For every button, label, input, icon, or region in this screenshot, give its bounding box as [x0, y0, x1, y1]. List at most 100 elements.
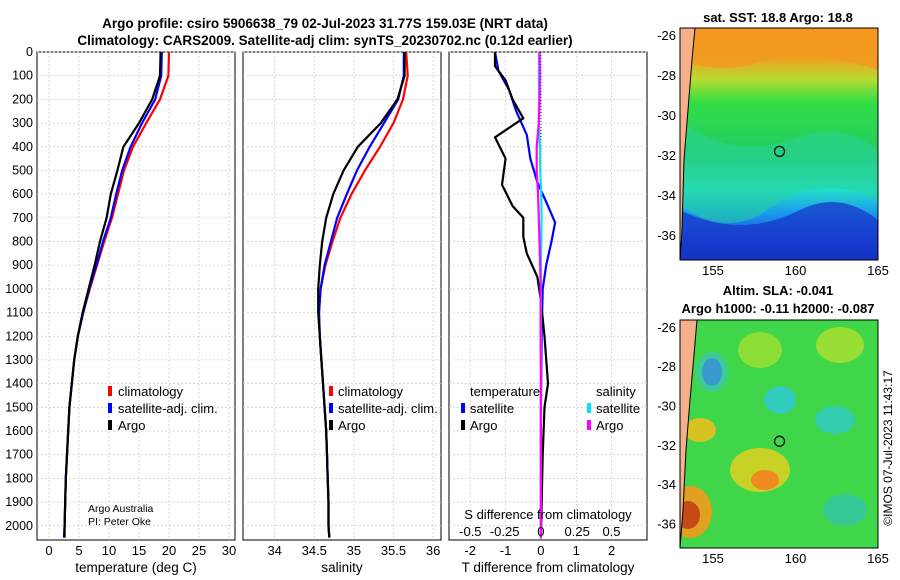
legend-swatch-t-argo — [461, 420, 465, 430]
map-x-tick-label: 155 — [702, 263, 724, 278]
y-tick-label: 1800 — [5, 471, 33, 485]
sst-map-panel: sat. SST: 18.8 Argo: 18.8 — [679, 10, 879, 261]
map-y-tick-label: -26 — [657, 28, 676, 43]
s-tick-label: -0.5 — [459, 524, 481, 539]
map-x-tick-label: 165 — [867, 551, 889, 566]
map-x-tick-label: 160 — [785, 263, 807, 278]
y-tick-label: 800 — [12, 235, 33, 249]
y-tick-label: 700 — [12, 211, 33, 225]
y-tick-label: 1500 — [5, 400, 33, 414]
x-axis-label: salinity — [321, 560, 363, 575]
legend-title-temperature: temperature — [470, 384, 540, 399]
x-axis-label: T difference from climatology — [462, 560, 635, 575]
x-tick-label: 1 — [573, 543, 580, 558]
y-tick-label: 1700 — [5, 448, 33, 462]
legend-label-s-satellite: satellite — [596, 401, 640, 416]
y-tick-label: 400 — [12, 140, 33, 154]
legend-swatch-argo — [329, 420, 333, 430]
y-tick-label: 1600 — [5, 424, 33, 438]
map-y-tick-label: -32 — [657, 438, 676, 453]
figure-title-line2: Climatology: CARS2009. Satellite-adj cli… — [77, 33, 573, 48]
y-tick-label: 1100 — [6, 306, 33, 320]
y-tick-label: 1900 — [5, 495, 33, 509]
x-tick-label: 10 — [102, 543, 116, 558]
x-axis-label: temperature (deg C) — [75, 560, 197, 575]
map-y-tick-label: -36 — [657, 228, 676, 243]
s-difference-label: S difference from climatology — [464, 507, 632, 522]
y-tick-label: 0 — [26, 45, 33, 59]
s-tick-label: 0 — [537, 524, 544, 539]
y-tick-label: 1300 — [5, 353, 33, 367]
series-line-argo — [63, 51, 162, 538]
x-tick-label: 0 — [537, 543, 544, 558]
map-y-tick-label: -28 — [657, 68, 676, 83]
map-y-tick-label: -30 — [657, 108, 676, 123]
x-tick-label: 36 — [426, 543, 440, 558]
x-tick-label: 2 — [608, 543, 615, 558]
salinity-legend: climatology satellite-adj. clim. Argo — [329, 384, 438, 433]
x-tick-label: -2 — [464, 543, 476, 558]
y-tick-label: 2000 — [5, 519, 33, 533]
y-tick-label: 1000 — [5, 282, 33, 296]
land-sst — [680, 28, 695, 260]
map-y-tick-label: -36 — [657, 516, 676, 531]
sla-map-title1: Altim. SLA: -0.041 — [723, 283, 834, 298]
y-tick-label: 1400 — [5, 377, 33, 391]
x-tick-label: 34.5 — [302, 543, 327, 558]
y-tick-label: 200 — [12, 92, 33, 106]
map-x-tick-label: 160 — [785, 551, 807, 566]
map-y-tick-label: -34 — [657, 477, 676, 492]
legend-label-climatology: climatology — [118, 384, 184, 399]
x-tick-label: 15 — [132, 543, 146, 558]
legend-swatch-s-argo — [587, 420, 591, 430]
s-tick-label: 0.5 — [602, 524, 620, 539]
legend-label-satellite: satellite-adj. clim. — [338, 401, 438, 416]
land-sla — [680, 320, 697, 548]
map-y-tick-label: -26 — [657, 320, 676, 335]
legend-label-climatology: climatology — [338, 384, 404, 399]
legend-label-argo: Argo — [338, 418, 365, 433]
annotation-line1: Argo Australia — [88, 503, 154, 515]
y-tick-label: 900 — [12, 258, 33, 272]
map-x-tick-label: 155 — [702, 551, 724, 566]
x-tick-label: 0 — [45, 543, 52, 558]
legend-swatch-satellite — [329, 403, 333, 413]
map-y-tick-label: -32 — [657, 148, 676, 163]
legend-label-t-satellite: satellite — [470, 401, 514, 416]
x-tick-label: 25 — [192, 543, 206, 558]
map-y-tick-label: -28 — [657, 359, 676, 374]
series-line-temperature-argo — [493, 52, 550, 538]
legend-swatch-argo — [108, 420, 112, 430]
argo-position-marker — [773, 435, 786, 447]
y-tick-label: 1200 — [5, 329, 33, 343]
sla-map-panel: Altim. SLA: -0.041 Argo h1000: -0.11 h20… — [679, 283, 879, 549]
credit-text: ©IMOS 07-Jul-2023 11:43:17 — [881, 370, 895, 526]
series-line-salinity-argo — [535, 51, 542, 538]
legend-swatch-climatology — [108, 386, 112, 396]
legend-label-t-argo: Argo — [470, 418, 497, 433]
series-line-argo — [317, 52, 406, 538]
annotation-line2: PI: Peter Oke — [88, 516, 151, 528]
map-x-tick-label: 165 — [867, 263, 889, 278]
x-tick-label: 34 — [267, 543, 281, 558]
y-tick-label: 500 — [12, 163, 33, 177]
temperature-legend: climatology satellite-adj. clim. Argo — [108, 384, 218, 433]
x-tick-label: 20 — [162, 543, 176, 558]
y-tick-label: 600 — [12, 187, 33, 201]
map-y-tick-label: -34 — [657, 188, 676, 203]
legend-swatch-s-satellite — [587, 403, 591, 413]
legend-title-salinity: salinity — [596, 384, 636, 399]
salinity-panel — [242, 51, 442, 541]
legend-label-argo: Argo — [118, 418, 145, 433]
legend-swatch-satellite — [108, 403, 112, 413]
x-tick-label: 35 — [347, 543, 361, 558]
sla-map-title2: Argo h1000: -0.11 h2000: -0.087 — [682, 301, 875, 316]
y-tick-label: 100 — [12, 69, 33, 83]
difference-panel — [448, 51, 648, 541]
s-tick-label: -0.25 — [490, 524, 520, 539]
map-y-tick-label: -30 — [657, 398, 676, 413]
legend-swatch-t-satellite — [461, 403, 465, 413]
x-tick-label: 5 — [75, 543, 82, 558]
legend-swatch-climatology — [329, 386, 333, 396]
